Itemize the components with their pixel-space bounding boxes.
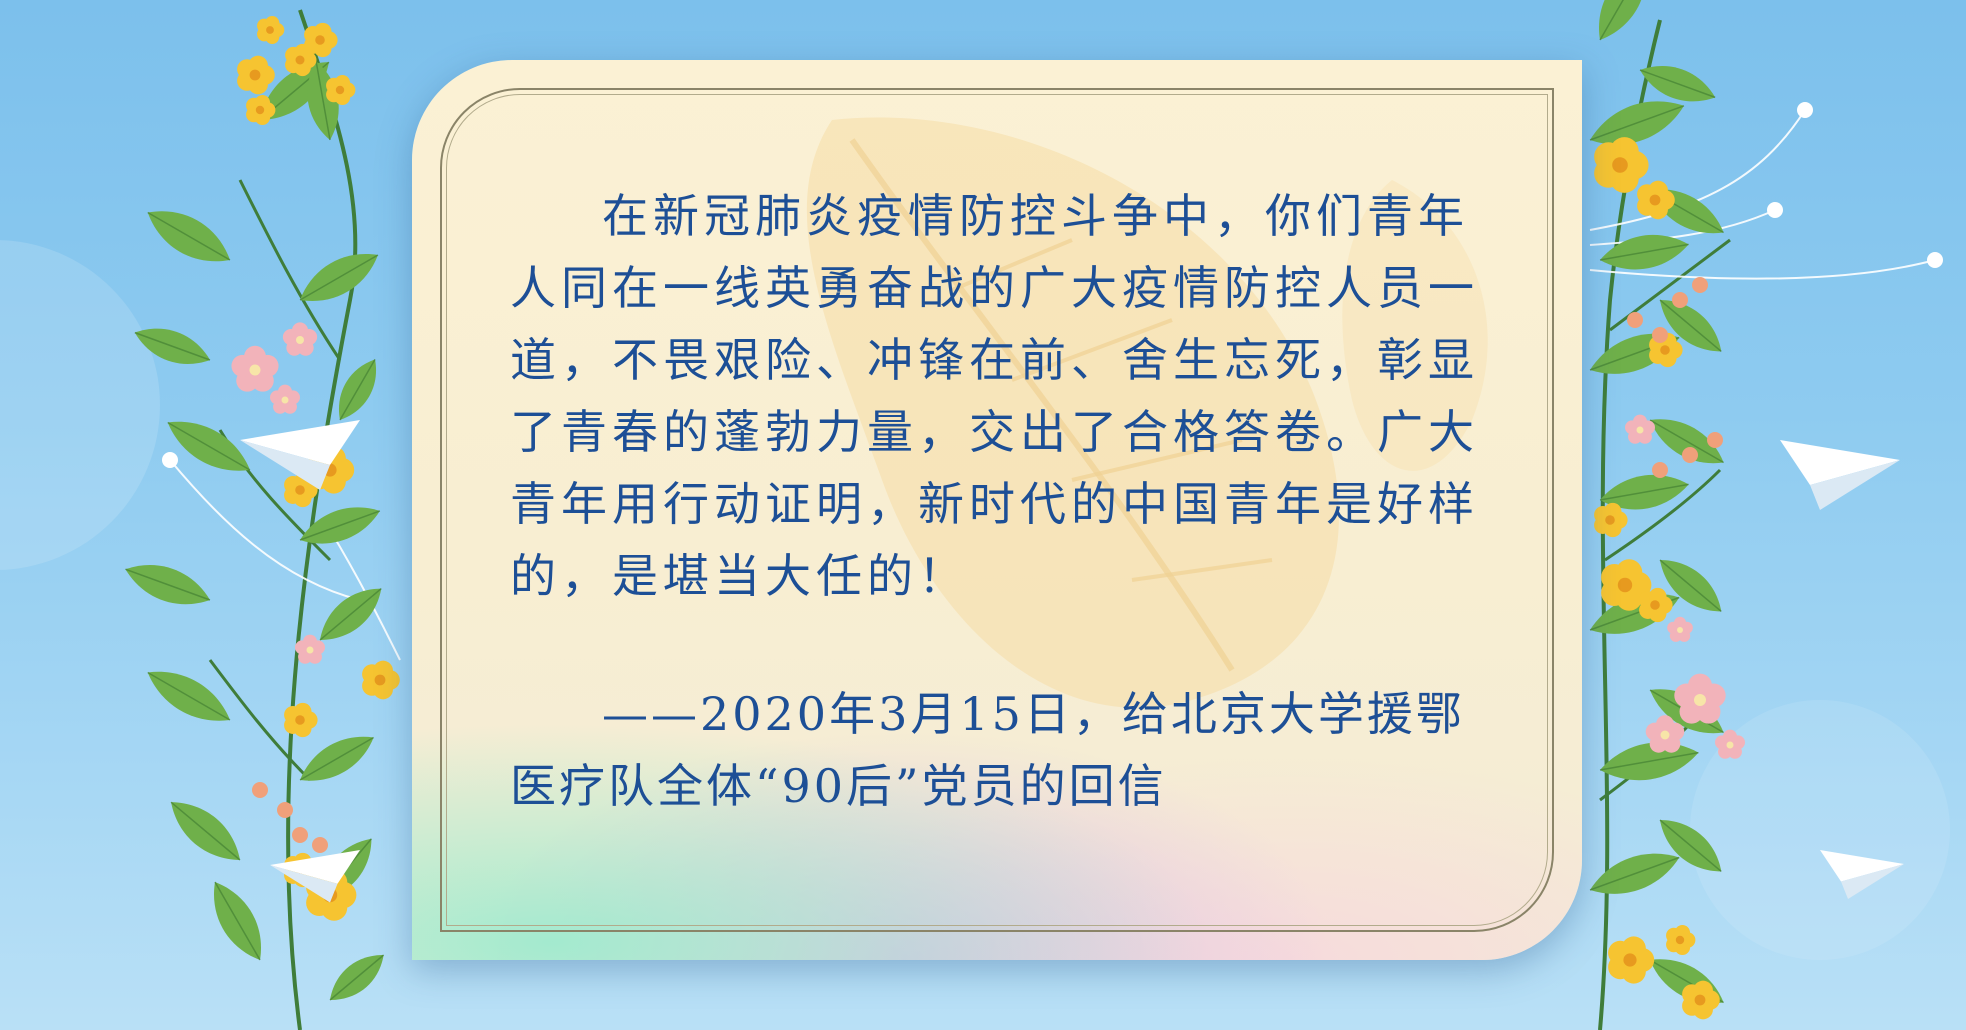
leaf [125,565,211,605]
berry [1707,432,1723,448]
yellow-flower [284,702,318,738]
leaf [1599,474,1689,510]
pink-blossom [295,634,325,664]
yellow-flower [1682,980,1720,1020]
paper-plane [240,420,360,490]
seed-dot [162,452,178,468]
berry [1652,462,1668,478]
paper-plane [1780,440,1900,510]
pink-blossom [1667,616,1693,642]
paper-plane [1820,850,1904,899]
berry [312,837,328,853]
leaf [1659,299,1722,352]
letter-body: 在新冠肺炎疫情防控斗争中，你们青年人同在一线英勇奋战的广大疫情防控人员一道，不畏… [510,189,1479,603]
leaf [147,671,231,721]
letter-text: 在新冠肺炎疫情防控斗争中，你们青年人同在一线英勇奋战的广大疫情防控人员一道，不畏… [510,180,1490,822]
yellow-flower [362,660,400,700]
pink-blossom [282,322,318,356]
leaf [1659,819,1722,872]
berry [1627,312,1643,328]
yellow-flower [326,74,356,106]
leaf [214,881,261,961]
yellow-flower [257,16,285,44]
berry [252,782,268,798]
yellow-flower [1637,180,1675,220]
card-border [440,88,1554,932]
leaf [1599,234,1689,270]
leaf [299,254,379,301]
pink-blossom [1625,414,1655,444]
yellow-flower [285,43,317,77]
berry [292,827,308,843]
leaf [1599,0,1646,41]
berry [1652,327,1668,343]
yellow-flower [1601,559,1652,611]
berry [1692,277,1708,293]
leaf [170,801,241,861]
paper-planes [240,420,1904,903]
yellow-flower [1666,924,1696,956]
yellow-flower [237,55,275,95]
pink-blossom [1715,729,1745,759]
letter-source: ——2020年3月15日，给北京大学援鄂医疗队全体“90后”党员的回信 [510,687,1465,813]
yellow-flower [1608,936,1655,984]
card-inner-border [446,94,1548,926]
leaf [134,328,211,364]
letter-card [412,60,1582,960]
pink-blossom [231,345,279,392]
berry [277,802,293,818]
leaf [167,421,251,471]
yellow-flower [246,94,276,126]
paper-plane [270,850,360,903]
pink-blossom [1645,715,1685,753]
leaf [1599,742,1699,781]
pink-blossom [270,384,300,414]
leaf [1639,66,1716,102]
seed-dot [1767,202,1783,218]
yellow-flower [1594,137,1649,193]
leaf [319,588,382,641]
yellow-flower [1639,587,1673,623]
yellow-flower [304,22,338,58]
leaf [299,736,374,781]
berry [1682,447,1698,463]
pink-blossoms [231,322,1745,759]
leaf [1659,559,1722,612]
leaf [147,211,231,262]
seed-dot [1927,252,1943,268]
berries [252,277,1723,853]
leaf [1649,419,1724,464]
seed-dot [1797,102,1813,118]
pink-blossom [1674,673,1726,724]
leaf [299,507,381,544]
leaf [1589,853,1680,894]
card-leaf-watermark [806,117,1488,708]
leaf [339,359,376,421]
card-watercolor-tint [412,600,1582,960]
leaf [1589,101,1685,145]
berry [1672,292,1688,308]
leaf [329,954,385,1001]
yellow-flower [1594,502,1628,538]
